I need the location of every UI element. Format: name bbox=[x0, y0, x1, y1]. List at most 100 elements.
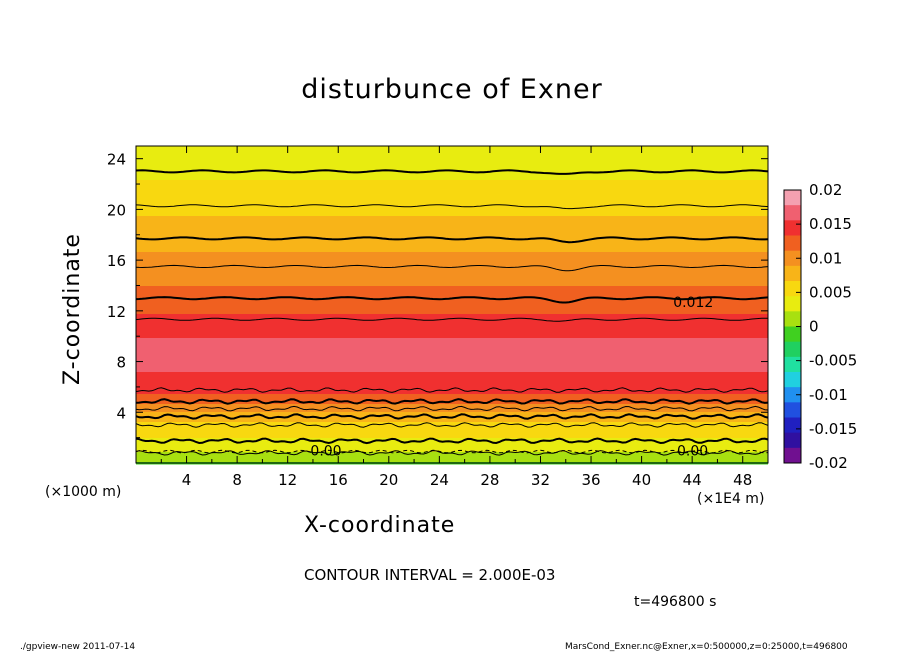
contour-band bbox=[136, 364, 768, 367]
contour-band bbox=[136, 278, 768, 281]
contour-band bbox=[136, 332, 768, 335]
colorbar-tick-label: 0.01 bbox=[809, 249, 842, 267]
contour-line bbox=[135, 422, 769, 428]
contour-band bbox=[136, 176, 768, 179]
contour-band bbox=[136, 384, 768, 387]
x-axis-secondary-unit-label: (×1E4 m) bbox=[697, 491, 765, 507]
contour-band bbox=[136, 368, 768, 371]
x-axis-unit-label: (×1000 m) bbox=[45, 484, 122, 500]
contour-band bbox=[136, 200, 768, 203]
contour-band bbox=[136, 276, 768, 279]
contour-band bbox=[136, 398, 768, 401]
contour-band bbox=[136, 444, 768, 447]
colorbar-tick-label: 0 bbox=[809, 318, 819, 336]
contour-band bbox=[136, 214, 768, 217]
contour-line bbox=[135, 450, 769, 456]
contour-band bbox=[136, 226, 768, 229]
contour-band bbox=[136, 422, 768, 425]
contour-band bbox=[136, 286, 768, 289]
contour-band bbox=[136, 450, 768, 453]
footer-right: MarsCond_Exner.nc@Exner,x=0:500000,z=0:2… bbox=[565, 642, 848, 652]
contour-band bbox=[136, 430, 768, 433]
x-tick-label: 32 bbox=[531, 471, 550, 489]
contour-band bbox=[136, 284, 768, 287]
contour-band bbox=[136, 366, 768, 369]
contour-band bbox=[136, 372, 768, 375]
contour-band bbox=[136, 390, 768, 393]
contour-line bbox=[135, 296, 769, 304]
contour-band bbox=[136, 248, 768, 251]
colorbar-swatch bbox=[784, 387, 801, 403]
contour-band bbox=[136, 282, 768, 285]
contour-band bbox=[136, 402, 768, 405]
contour-band bbox=[136, 448, 768, 451]
contour-band bbox=[136, 250, 768, 253]
contour-band bbox=[136, 420, 768, 423]
contour-band bbox=[136, 258, 768, 261]
contour-band bbox=[136, 380, 768, 383]
colorbar-swatch bbox=[784, 281, 801, 297]
contour-band bbox=[136, 232, 768, 235]
colorbar-swatch bbox=[784, 235, 801, 252]
contour-band bbox=[136, 188, 768, 191]
colorbar-swatch bbox=[784, 402, 801, 418]
contour-band bbox=[136, 352, 768, 355]
x-tick-label: 8 bbox=[232, 471, 242, 489]
contour-band bbox=[136, 428, 768, 431]
contour-band bbox=[136, 344, 768, 347]
contour-band bbox=[136, 212, 768, 215]
y-tick-label: 24 bbox=[107, 151, 126, 169]
contour-band bbox=[136, 454, 768, 457]
contour-band bbox=[136, 194, 768, 197]
contour-band bbox=[136, 296, 768, 299]
contour-band bbox=[136, 280, 768, 283]
contour-band bbox=[136, 418, 768, 421]
contour-band bbox=[136, 222, 768, 225]
contour-band bbox=[136, 314, 768, 317]
contour-band bbox=[136, 410, 768, 413]
colorbar-swatch bbox=[784, 265, 801, 282]
contour-band bbox=[136, 354, 768, 357]
y-tick-label: 20 bbox=[107, 201, 126, 219]
x-tick-label: 48 bbox=[733, 471, 752, 489]
contour-band bbox=[136, 438, 768, 441]
contour-band bbox=[136, 326, 768, 329]
colorbar-tick-label: 0.015 bbox=[809, 215, 852, 233]
contour-band bbox=[136, 236, 768, 239]
contour-band bbox=[136, 206, 768, 209]
contour-band bbox=[136, 218, 768, 221]
contour-band bbox=[136, 220, 768, 223]
contour-band bbox=[136, 270, 768, 273]
contour-band bbox=[136, 370, 768, 373]
x-tick-label: 16 bbox=[329, 471, 348, 489]
contour-band bbox=[136, 412, 768, 415]
contour-band bbox=[136, 392, 768, 395]
contour-band bbox=[136, 288, 768, 291]
contour-band bbox=[136, 458, 768, 461]
colorbar-tick-label: -0.02 bbox=[809, 454, 848, 472]
contour-band bbox=[136, 340, 768, 343]
contour-band bbox=[136, 356, 768, 359]
y-tick-label: 4 bbox=[116, 404, 126, 422]
contour-band bbox=[136, 302, 768, 305]
contour-band bbox=[136, 242, 768, 245]
contour-band bbox=[136, 304, 768, 307]
contour-band bbox=[136, 426, 768, 429]
contour-band bbox=[136, 168, 768, 171]
colorbar-swatch bbox=[784, 190, 801, 206]
contour-band bbox=[136, 348, 768, 351]
contour-band bbox=[136, 460, 768, 463]
contour-band bbox=[136, 446, 768, 449]
contour-band bbox=[136, 396, 768, 399]
contour-label: 0.00 bbox=[310, 443, 341, 459]
contour-band bbox=[136, 256, 768, 259]
contour-band bbox=[136, 324, 768, 327]
contour-band bbox=[136, 374, 768, 377]
contour-line bbox=[135, 236, 769, 244]
colorbar-tick-label: -0.015 bbox=[809, 420, 857, 438]
contour-band bbox=[136, 254, 768, 257]
contour-band bbox=[136, 180, 768, 183]
contour-band bbox=[136, 148, 768, 151]
contour-band bbox=[136, 316, 768, 319]
